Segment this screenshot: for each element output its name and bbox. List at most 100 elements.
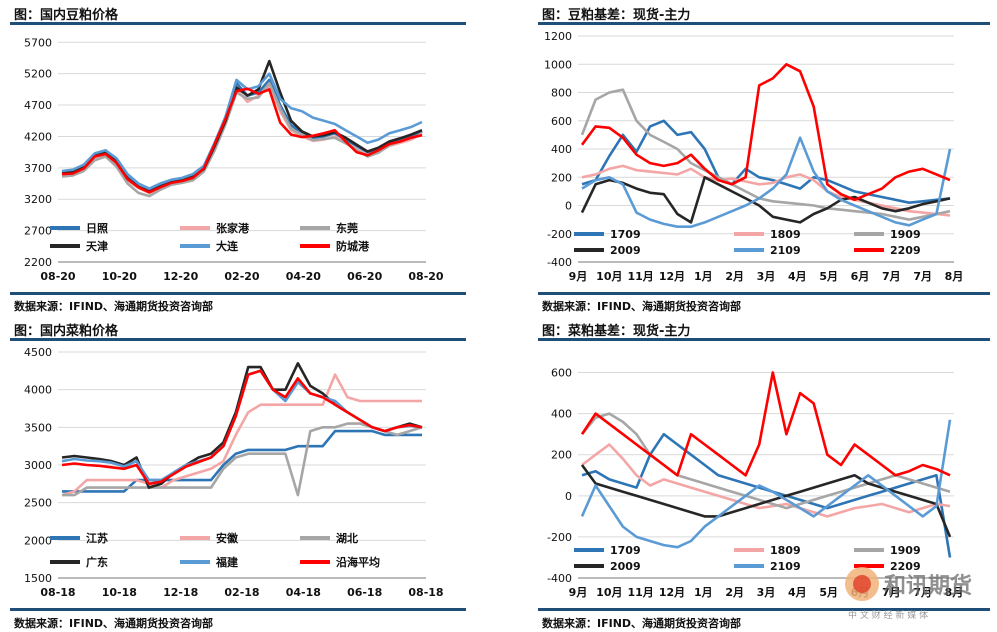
y-tick-label: 3500 (24, 421, 52, 434)
y-tick-label: -400 (547, 572, 572, 585)
x-tick-label: 10-18 (102, 586, 137, 599)
series-line-安徽 (61, 373, 422, 497)
x-tick-label: 4月 (788, 270, 807, 283)
x-tick-label: 4月 (788, 586, 807, 599)
legend-label: 2209 (890, 560, 921, 573)
x-tick-label: 08-20 (40, 270, 76, 283)
x-tick-label: 7月 (913, 270, 932, 283)
y-tick-label: 4500 (24, 346, 52, 359)
x-tick-label: 11月 (628, 586, 654, 599)
series-line-天津 (61, 59, 423, 193)
x-tick-label: 08-18 (40, 586, 75, 599)
y-tick-label: 1500 (24, 572, 52, 585)
series-line-江苏 (62, 429, 422, 493)
chart-rapeseed-meal-price: 1500 2000 2500 3000 3500 4000 4500 08-18 10-18 12… (24, 346, 444, 599)
x-tick-label: 12月 (659, 270, 685, 283)
title-rule (10, 22, 466, 25)
series-line-2209 (580, 371, 951, 477)
y-tick-label: 1000 (544, 58, 572, 71)
series-line-2009 (580, 176, 951, 224)
y-tick-label: 0 (565, 200, 572, 213)
x-tick-label: 5月 (819, 270, 838, 283)
y-tick-label: 800 (551, 87, 572, 100)
source-note: 数据来源：IFIND、海通期货投资咨询部 (542, 617, 742, 630)
y-tick-label: 0 (565, 490, 572, 503)
legend-label: 2109 (770, 560, 801, 573)
x-tick-label: 12月 (659, 586, 685, 599)
y-tick-label: 2000 (24, 534, 52, 547)
y-tick-label: 200 (551, 171, 572, 184)
series-line-1709 (581, 119, 951, 204)
x-tick-label: 1月 (694, 586, 713, 599)
x-tick-label: 3月 (757, 270, 776, 283)
x-tick-label: 5月 (819, 586, 838, 599)
series-line-1809 (581, 443, 951, 518)
chart-soymeal-basis: -400 -200 0 200 400 600 800 1000 1200 9月 10月 11月 12月… (544, 30, 964, 283)
y-tick-label: 3700 (24, 162, 52, 175)
x-tick-label: 6月 (851, 270, 870, 283)
series-line-东莞 (61, 81, 423, 198)
x-tick-label: 10-20 (102, 270, 138, 283)
source-rule (538, 608, 990, 611)
y-tick-label: 600 (551, 115, 572, 128)
source-rule (538, 292, 990, 295)
x-tick-label: 3月 (757, 586, 776, 599)
title-rule (538, 338, 990, 341)
x-tick-label: 1月 (694, 270, 713, 283)
x-tick-label: 12-20 (163, 270, 199, 283)
x-tick-label: 04-18 (286, 586, 321, 599)
y-tick-label: 3200 (24, 193, 52, 206)
watermark-subtitle: 中 文 财 经 新 媒 体 (848, 609, 928, 621)
y-tick-label: 4700 (24, 99, 52, 112)
y-tick-label: 4000 (24, 384, 52, 397)
x-tick-label: 2月 (725, 270, 744, 283)
legend-label: 江苏 (86, 531, 108, 545)
y-tick-label: 2500 (24, 497, 52, 510)
legend-label: 2209 (890, 244, 921, 257)
legend-label: 1809 (770, 228, 801, 241)
x-tick-label: 12-18 (163, 586, 198, 599)
legend-label: 湖北 (336, 531, 358, 545)
x-tick-label: 10月 (596, 586, 622, 599)
y-tick-label: 5200 (24, 68, 52, 81)
legend-label: 2009 (610, 244, 641, 257)
x-tick-label: 06-18 (347, 586, 382, 599)
y-tick-label: -200 (547, 531, 572, 544)
x-tick-label: 02-18 (224, 586, 259, 599)
panel-title: 图：国内豆粕价格 (14, 8, 119, 23)
panel-title: 图：豆粕基差：现货-主力 (542, 8, 691, 23)
series-line-防城港 (61, 87, 423, 194)
series-line-1809 (581, 164, 951, 217)
x-tick-label: 8月 (945, 270, 964, 283)
source-note: 数据来源：IFIND、海通期货投资咨询部 (14, 300, 214, 313)
legend-label: 防城港 (336, 239, 370, 253)
y-tick-label: 5700 (24, 36, 52, 49)
legend-label: 天津 (86, 239, 108, 253)
x-tick-label: 9月 (569, 586, 588, 599)
series-line-2109 (580, 419, 952, 549)
panel-title: 图：菜粕基差：现货-主力 (542, 324, 691, 339)
title-rule (538, 22, 990, 25)
source-note: 数据来源：IFIND、海通期货投资咨询部 (14, 617, 214, 630)
source-rule (10, 292, 466, 295)
series-line-1909 (580, 88, 951, 221)
series-line-沿海平均 (61, 369, 423, 486)
series-line-大连 (61, 72, 423, 190)
legend-label: 1709 (610, 544, 641, 557)
chart-rapeseed-meal-basis: -400-20002004006009月10月11月12月1月2月3月4月5月6… (547, 367, 963, 599)
panel-title: 图：国内菜粕价格 (14, 324, 119, 339)
y-tick-label: 400 (551, 408, 572, 421)
legend-label: 2009 (610, 560, 641, 573)
watermark-logo: 和讯期货 中 文 财 经 新 媒 体 (845, 567, 972, 621)
source-rule (10, 608, 466, 611)
legend-label: 张家港 (216, 221, 250, 235)
y-tick-label: 1200 (544, 30, 572, 43)
y-tick-label: 2700 (24, 225, 52, 238)
x-tick-label: 9月 (569, 270, 588, 283)
x-tick-label: 11月 (628, 270, 654, 283)
x-tick-label: 06-20 (347, 270, 383, 283)
legend-label: 1809 (770, 544, 801, 557)
y-tick-label: -200 (547, 228, 572, 241)
x-tick-label: 7月 (913, 586, 932, 599)
x-tick-label: 7月 (882, 270, 901, 283)
